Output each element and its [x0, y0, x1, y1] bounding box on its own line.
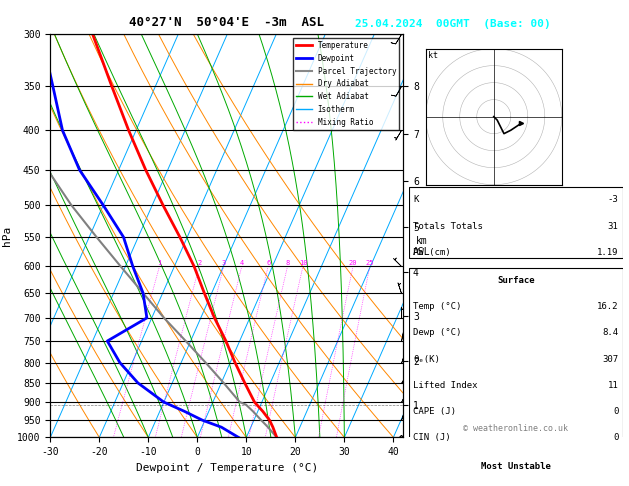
Text: PW (cm): PW (cm): [413, 248, 451, 257]
Text: Lifted Index: Lifted Index: [413, 381, 477, 390]
Text: Temp (°C): Temp (°C): [413, 302, 462, 311]
Title: 40°27'N  50°04'E  -3m  ASL: 40°27'N 50°04'E -3m ASL: [129, 16, 325, 29]
Text: 2: 2: [197, 260, 201, 266]
Text: 1.19: 1.19: [597, 248, 618, 257]
Text: 1: 1: [157, 260, 162, 266]
Text: 0: 0: [613, 434, 618, 442]
Text: Surface: Surface: [497, 276, 535, 285]
Text: 6: 6: [266, 260, 270, 266]
Y-axis label: km
ASL: km ASL: [413, 236, 430, 257]
Text: -3: -3: [608, 195, 618, 205]
Text: 3: 3: [221, 260, 226, 266]
Text: 0: 0: [613, 407, 618, 416]
Text: 4: 4: [240, 260, 244, 266]
Text: 10: 10: [299, 260, 307, 266]
Text: CAPE (J): CAPE (J): [413, 407, 456, 416]
Text: CIN (J): CIN (J): [413, 434, 451, 442]
Text: 31: 31: [608, 222, 618, 230]
Text: 8: 8: [286, 260, 289, 266]
Text: © weatheronline.co.uk: © weatheronline.co.uk: [464, 424, 568, 434]
Text: Totals Totals: Totals Totals: [413, 222, 483, 230]
Legend: Temperature, Dewpoint, Parcel Trajectory, Dry Adiabat, Wet Adiabat, Isotherm, Mi: Temperature, Dewpoint, Parcel Trajectory…: [293, 38, 399, 130]
Text: Most Unstable: Most Unstable: [481, 462, 551, 470]
Text: 11: 11: [608, 381, 618, 390]
X-axis label: Dewpoint / Temperature (°C): Dewpoint / Temperature (°C): [136, 463, 318, 473]
Text: 25: 25: [365, 260, 374, 266]
Text: 16.2: 16.2: [597, 302, 618, 311]
Text: kt: kt: [428, 52, 438, 60]
Text: 20: 20: [349, 260, 357, 266]
Text: 25.04.2024  00GMT  (Base: 00): 25.04.2024 00GMT (Base: 00): [355, 19, 551, 30]
Text: 307: 307: [603, 355, 618, 364]
Y-axis label: hPa: hPa: [1, 226, 11, 246]
Text: 8.4: 8.4: [603, 329, 618, 337]
Text: θₑ(K): θₑ(K): [413, 355, 440, 364]
Text: K: K: [413, 195, 418, 205]
Text: Dewp (°C): Dewp (°C): [413, 329, 462, 337]
